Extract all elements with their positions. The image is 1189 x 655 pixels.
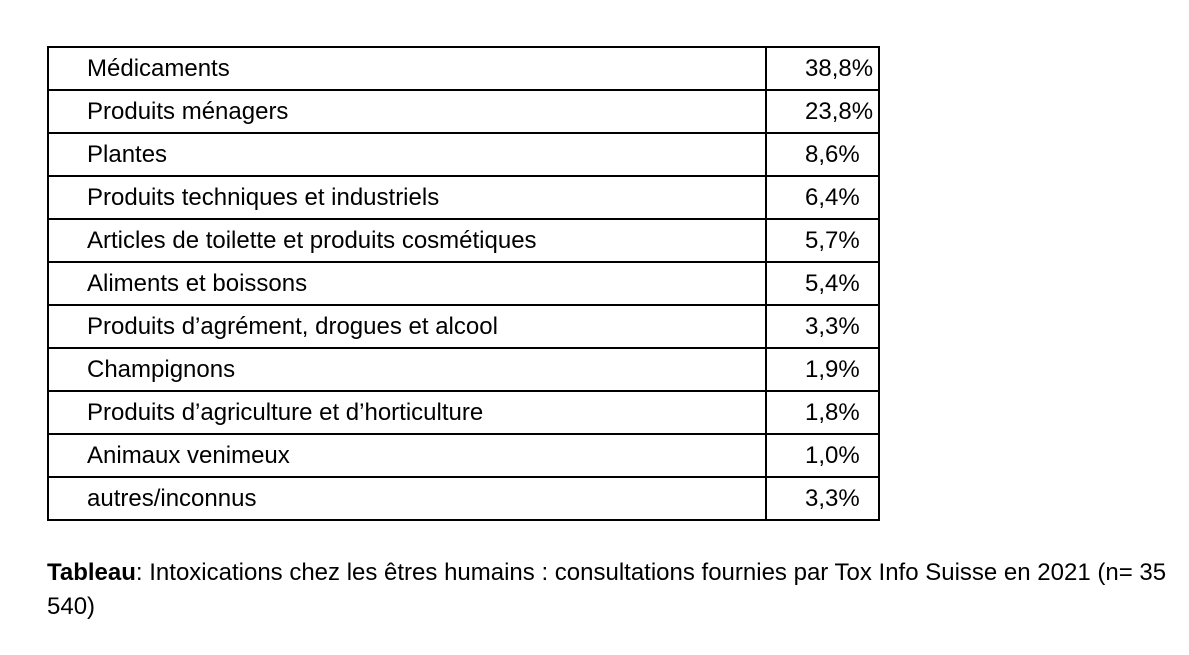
table-row: Aliments et boissons 5,4% bbox=[47, 261, 880, 306]
category-cell: Produits techniques et industriels bbox=[47, 175, 767, 220]
table-row: Produits d’agriculture et d’horticulture… bbox=[47, 390, 880, 435]
table-body: Médicaments 38,8% Produits ménagers 23,8… bbox=[47, 46, 880, 521]
percentage-cell: 5,4% bbox=[765, 261, 880, 306]
category-cell: Animaux venimeux bbox=[47, 433, 767, 478]
intoxication-table-container: Médicaments 38,8% Produits ménagers 23,8… bbox=[47, 46, 880, 521]
category-cell: Produits d’agrément, drogues et alcool bbox=[47, 304, 767, 349]
percentage-cell: 38,8% bbox=[765, 46, 880, 91]
category-cell: Plantes bbox=[47, 132, 767, 177]
table-row: Produits d’agrément, drogues et alcool 3… bbox=[47, 304, 880, 349]
percentage-cell: 3,3% bbox=[765, 304, 880, 349]
caption-text: : Intoxications chez les êtres humains :… bbox=[47, 559, 1167, 620]
table-row: Champignons 1,9% bbox=[47, 347, 880, 392]
table-row: Articles de toilette et produits cosméti… bbox=[47, 218, 880, 263]
caption-label: Tableau bbox=[47, 559, 136, 586]
category-cell: autres/inconnus bbox=[47, 476, 767, 521]
intoxication-table: Médicaments 38,8% Produits ménagers 23,8… bbox=[47, 46, 880, 521]
table-row: Produits ménagers 23,8% bbox=[47, 89, 880, 134]
percentage-cell: 23,8% bbox=[765, 89, 880, 134]
category-cell: Champignons bbox=[47, 347, 767, 392]
percentage-cell: 6,4% bbox=[765, 175, 880, 220]
table-row: Produits techniques et industriels 6,4% bbox=[47, 175, 880, 220]
table-row: Médicaments 38,8% bbox=[47, 46, 880, 91]
table-row: Plantes 8,6% bbox=[47, 132, 880, 177]
category-cell: Aliments et boissons bbox=[47, 261, 767, 306]
percentage-cell: 1,8% bbox=[765, 390, 880, 435]
category-cell: Articles de toilette et produits cosméti… bbox=[47, 218, 767, 263]
percentage-cell: 8,6% bbox=[765, 132, 880, 177]
category-cell: Médicaments bbox=[47, 46, 767, 91]
percentage-cell: 1,0% bbox=[765, 433, 880, 478]
table-row: Animaux venimeux 1,0% bbox=[47, 433, 880, 478]
table-caption: Tableau: Intoxications chez les êtres hu… bbox=[47, 556, 1167, 624]
percentage-cell: 1,9% bbox=[765, 347, 880, 392]
percentage-cell: 5,7% bbox=[765, 218, 880, 263]
table-row: autres/inconnus 3,3% bbox=[47, 476, 880, 521]
percentage-cell: 3,3% bbox=[765, 476, 880, 521]
category-cell: Produits d’agriculture et d’horticulture bbox=[47, 390, 767, 435]
category-cell: Produits ménagers bbox=[47, 89, 767, 134]
